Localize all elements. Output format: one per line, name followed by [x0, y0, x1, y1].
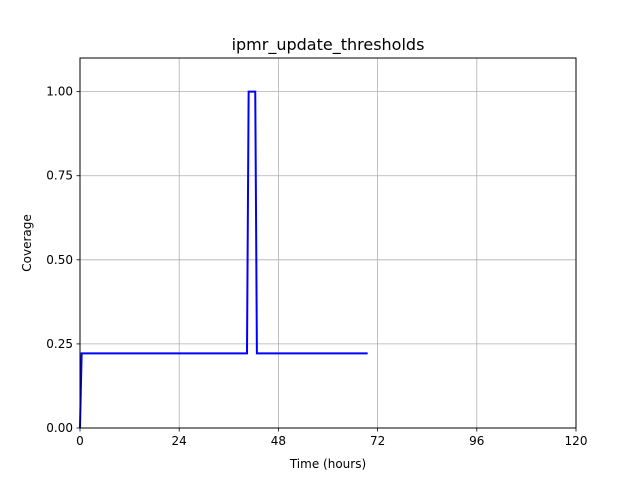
y-tick-label: 0.50	[46, 253, 73, 267]
x-tick-label: 24	[172, 434, 187, 448]
y-axis-label: Coverage	[20, 214, 34, 272]
x-axis-ticks: 0 24 48 72 96 120	[76, 428, 587, 448]
chart-title: ipmr_update_thresholds	[232, 35, 425, 55]
x-tick-label: 96	[469, 434, 484, 448]
y-axis-ticks: 0.00 0.25 0.50 0.75 1.00	[46, 85, 80, 435]
x-tick-label: 72	[370, 434, 385, 448]
coverage-line	[79, 90, 368, 429]
grid	[79, 58, 577, 429]
x-axis-label: Time (hours)	[289, 457, 366, 471]
y-tick-label: 1.00	[46, 85, 73, 99]
plot-area	[80, 58, 576, 428]
x-tick-label: 120	[565, 434, 588, 448]
axes-frame	[79, 57, 577, 429]
y-tick-label: 0.25	[46, 337, 73, 351]
y-tick-label: 0.75	[46, 169, 73, 183]
x-tick-label: 48	[271, 434, 286, 448]
x-tick-label: 0	[76, 434, 84, 448]
y-tick-label: 0.00	[46, 421, 73, 435]
series-layer	[79, 90, 368, 429]
